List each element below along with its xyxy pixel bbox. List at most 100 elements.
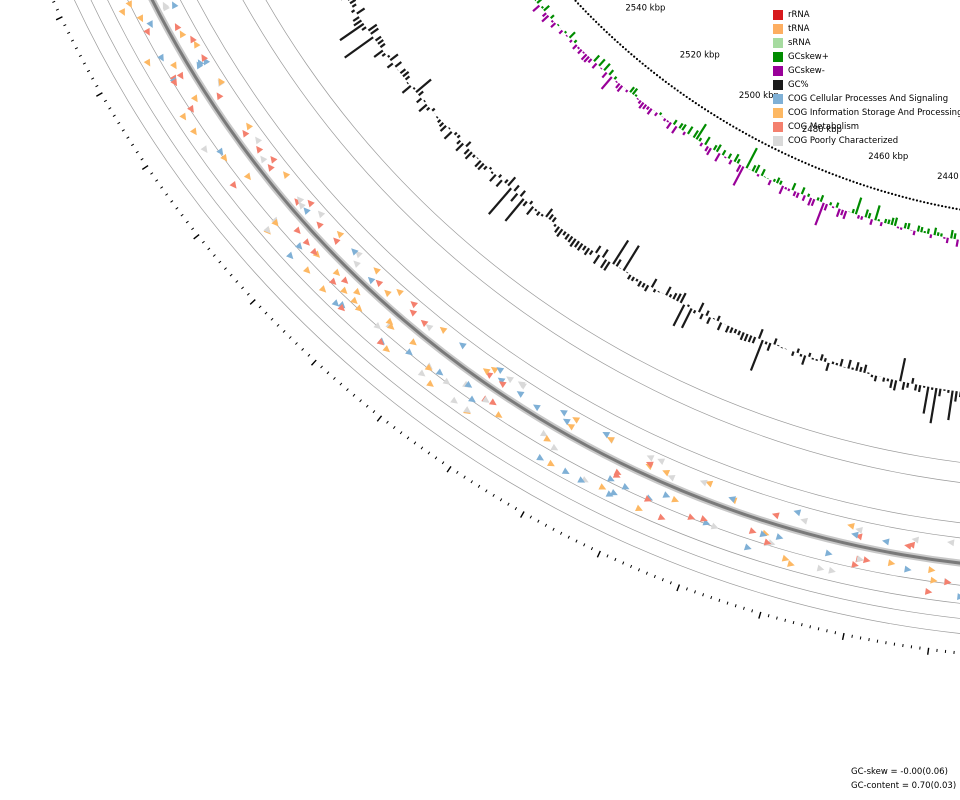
gc-skew-bar xyxy=(772,178,777,183)
axis-dot xyxy=(845,178,848,181)
guide-circle xyxy=(242,0,960,483)
gc-skew-bar xyxy=(563,30,568,34)
cog-feature xyxy=(355,250,363,259)
axis-dot xyxy=(589,15,592,18)
gc-content-bar xyxy=(676,293,682,302)
gc-skew-bar xyxy=(638,101,645,109)
gc-content-bar xyxy=(540,213,544,217)
cog-feature xyxy=(606,475,615,482)
gc-skew-bar xyxy=(616,85,624,93)
gc-content-bar xyxy=(947,390,954,421)
gc-skew-bar xyxy=(558,29,564,35)
gc-content-bar xyxy=(773,338,778,345)
axis-dot xyxy=(619,43,622,46)
gc-skew-bar xyxy=(678,122,684,129)
gc-skew-bar xyxy=(860,215,864,221)
axis-dot xyxy=(697,104,700,107)
axis-dot xyxy=(831,173,834,176)
gc-skew-bar xyxy=(714,152,721,162)
gc-content-bar xyxy=(361,26,367,31)
axis-tick xyxy=(180,213,184,217)
gc-content-bar xyxy=(917,385,922,393)
axis-tick xyxy=(67,31,71,35)
legend-swatch xyxy=(773,38,783,48)
gc-content-bar xyxy=(507,176,517,187)
gc-content-bar xyxy=(699,313,704,320)
axis-tick xyxy=(246,292,250,296)
gc-skew-bar xyxy=(550,14,555,19)
gc-content-bar xyxy=(415,78,432,94)
axis-dot xyxy=(930,202,933,205)
gc-content-bar xyxy=(545,208,554,218)
gc-content-bar xyxy=(529,200,534,205)
gc-content-bar xyxy=(724,325,730,333)
axis-tick xyxy=(185,220,189,224)
axis-tick xyxy=(826,629,828,633)
axis-dot xyxy=(841,176,845,180)
gc-skew-bar xyxy=(556,23,560,27)
gc-skew-bar xyxy=(634,94,638,98)
axis-dot xyxy=(804,161,807,165)
gc-content-bar xyxy=(351,9,356,14)
cog-feature xyxy=(930,576,938,584)
gc-content-bar xyxy=(377,39,384,45)
axis-dot xyxy=(744,132,748,135)
axis-dot xyxy=(655,74,659,77)
gc-skew-bar xyxy=(615,80,618,84)
gc-skew-bar xyxy=(795,192,800,199)
guide-circle xyxy=(74,0,960,634)
axis-tick xyxy=(131,143,135,147)
cog-feature xyxy=(386,322,395,330)
gc-content-bar xyxy=(476,157,479,160)
gc-content-bar xyxy=(483,165,488,171)
axis-tick xyxy=(614,557,617,562)
gc-content-bar xyxy=(562,231,567,236)
gc-content-bar xyxy=(381,52,386,57)
axis-tick xyxy=(372,410,376,414)
gc-skew-bar xyxy=(810,198,816,207)
gc-content-bar xyxy=(823,357,827,363)
gc-skew-bar xyxy=(715,144,722,153)
cog-feature xyxy=(851,560,859,568)
axis-dot xyxy=(703,108,707,111)
cog-feature xyxy=(162,1,170,10)
axis-dot xyxy=(901,195,904,198)
gc-content-bar xyxy=(548,213,554,221)
gc-content-bar xyxy=(588,249,594,256)
axis-dot xyxy=(579,5,582,8)
axis-dot xyxy=(941,204,944,208)
axis-tick xyxy=(590,547,594,551)
axis-dot xyxy=(905,196,908,199)
gc-content-bar xyxy=(911,377,915,384)
gc-content-bar xyxy=(680,307,693,329)
gc-content-bar xyxy=(379,42,386,49)
cog-feature xyxy=(606,437,615,444)
gc-content-bar xyxy=(519,190,526,197)
gc-content-bar xyxy=(456,139,462,145)
axis-tick xyxy=(112,114,116,117)
axis-dot xyxy=(800,160,804,163)
cog-feature xyxy=(847,522,855,530)
legend-item: tRNA xyxy=(773,22,960,36)
axis-dot xyxy=(679,91,682,94)
cog-feature xyxy=(643,495,652,502)
axis-tick xyxy=(645,571,648,575)
cog-feature xyxy=(863,556,871,564)
cog-feature xyxy=(396,288,404,297)
gc-content-bar xyxy=(353,19,363,27)
gc-skew-bar xyxy=(666,119,670,123)
gc-content-bar xyxy=(859,366,863,373)
axis-dot xyxy=(887,191,890,194)
gc-content-bar xyxy=(764,341,768,345)
gc-content-bar xyxy=(352,16,360,22)
axis-dot xyxy=(951,207,955,210)
cog-feature xyxy=(855,526,863,534)
cog-feature xyxy=(332,268,341,276)
legend-item: rRNA xyxy=(773,8,960,22)
gc-skew-bar xyxy=(704,145,709,152)
cog-feature xyxy=(439,326,448,334)
cog-feature xyxy=(189,127,197,136)
axis-dot xyxy=(933,203,937,206)
gc-skew-bar xyxy=(883,218,888,224)
axis-tick xyxy=(201,240,205,244)
